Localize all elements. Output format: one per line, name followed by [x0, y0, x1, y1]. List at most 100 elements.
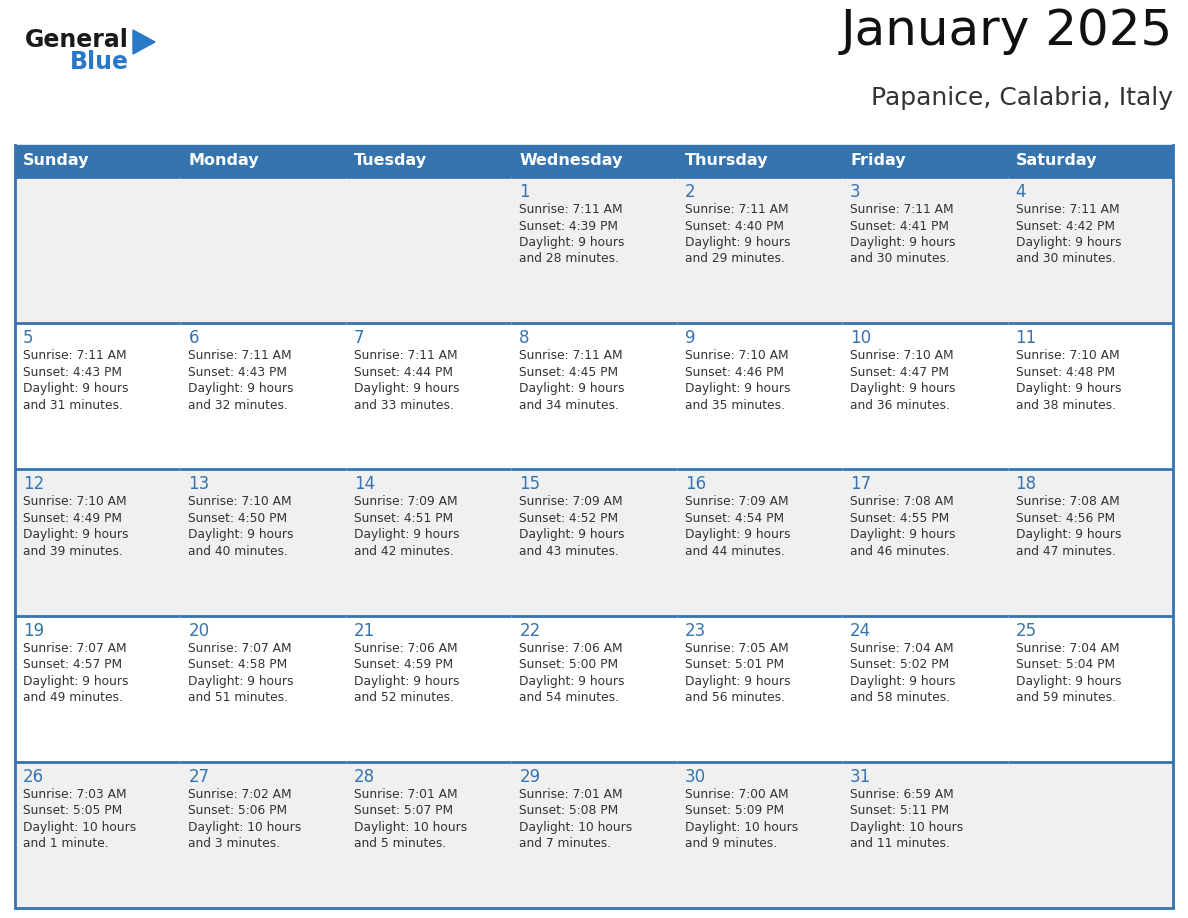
Text: 19: 19 [23, 621, 44, 640]
Text: 8: 8 [519, 330, 530, 347]
Text: Sunset: 4:47 PM: Sunset: 4:47 PM [851, 365, 949, 379]
Text: Daylight: 9 hours: Daylight: 9 hours [23, 675, 128, 688]
Text: Daylight: 9 hours: Daylight: 9 hours [519, 382, 625, 396]
Text: Sunrise: 7:03 AM: Sunrise: 7:03 AM [23, 788, 127, 800]
Text: and 30 minutes.: and 30 minutes. [851, 252, 950, 265]
Text: Sunset: 4:58 PM: Sunset: 4:58 PM [189, 658, 287, 671]
Text: Sunset: 4:51 PM: Sunset: 4:51 PM [354, 512, 453, 525]
Text: Daylight: 9 hours: Daylight: 9 hours [1016, 236, 1121, 249]
Text: 29: 29 [519, 767, 541, 786]
Text: Daylight: 9 hours: Daylight: 9 hours [354, 382, 460, 396]
Text: Daylight: 9 hours: Daylight: 9 hours [1016, 675, 1121, 688]
Bar [181, 145, 346, 177]
Text: Daylight: 9 hours: Daylight: 9 hours [1016, 529, 1121, 542]
Bar [346, 177, 511, 323]
Text: 3: 3 [851, 183, 861, 201]
Text: Sunset: 4:54 PM: Sunset: 4:54 PM [684, 512, 784, 525]
Text: and 59 minutes.: and 59 minutes. [1016, 691, 1116, 704]
Text: Daylight: 9 hours: Daylight: 9 hours [23, 382, 128, 396]
Text: Sunrise: 7:05 AM: Sunrise: 7:05 AM [684, 642, 789, 655]
Text: Sunset: 4:55 PM: Sunset: 4:55 PM [851, 512, 949, 525]
Text: and 31 minutes.: and 31 minutes. [23, 398, 122, 411]
Text: and 44 minutes.: and 44 minutes. [684, 545, 784, 558]
Bar [511, 323, 677, 469]
Text: and 56 minutes.: and 56 minutes. [684, 691, 785, 704]
Text: Sunset: 4:40 PM: Sunset: 4:40 PM [684, 219, 784, 232]
Text: and 29 minutes.: and 29 minutes. [684, 252, 784, 265]
Bar [1007, 762, 1173, 908]
Text: Sunset: 4:43 PM: Sunset: 4:43 PM [23, 365, 122, 379]
Text: Tuesday: Tuesday [354, 153, 426, 169]
Text: Sunset: 4:57 PM: Sunset: 4:57 PM [23, 658, 122, 671]
Text: Sunset: 4:45 PM: Sunset: 4:45 PM [519, 365, 619, 379]
Text: 20: 20 [189, 621, 209, 640]
Text: Daylight: 10 hours: Daylight: 10 hours [851, 821, 963, 834]
Text: and 51 minutes.: and 51 minutes. [189, 691, 289, 704]
Text: 14: 14 [354, 476, 375, 493]
Text: Wednesday: Wednesday [519, 153, 623, 169]
Bar [842, 762, 1007, 908]
Text: Monday: Monday [189, 153, 259, 169]
Text: Daylight: 10 hours: Daylight: 10 hours [354, 821, 467, 834]
Text: Sunrise: 7:08 AM: Sunrise: 7:08 AM [1016, 496, 1119, 509]
Text: and 36 minutes.: and 36 minutes. [851, 398, 950, 411]
Text: Sunrise: 7:04 AM: Sunrise: 7:04 AM [851, 642, 954, 655]
Text: Sunrise: 7:09 AM: Sunrise: 7:09 AM [354, 496, 457, 509]
Text: Daylight: 9 hours: Daylight: 9 hours [519, 529, 625, 542]
Bar [15, 145, 181, 177]
Bar [511, 762, 677, 908]
Bar [842, 177, 1007, 323]
Bar [511, 616, 677, 762]
Text: Sunrise: 7:01 AM: Sunrise: 7:01 AM [354, 788, 457, 800]
Bar [1007, 616, 1173, 762]
Text: Sunset: 5:09 PM: Sunset: 5:09 PM [684, 804, 784, 817]
Text: and 39 minutes.: and 39 minutes. [23, 545, 122, 558]
Bar [346, 323, 511, 469]
Text: and 32 minutes.: and 32 minutes. [189, 398, 289, 411]
Bar [15, 616, 181, 762]
Text: Daylight: 9 hours: Daylight: 9 hours [1016, 382, 1121, 396]
Text: Sunrise: 7:09 AM: Sunrise: 7:09 AM [684, 496, 789, 509]
Bar [181, 762, 346, 908]
Text: 30: 30 [684, 767, 706, 786]
Text: Daylight: 9 hours: Daylight: 9 hours [189, 675, 293, 688]
Text: 27: 27 [189, 767, 209, 786]
Text: Sunday: Sunday [23, 153, 89, 169]
Text: Daylight: 10 hours: Daylight: 10 hours [519, 821, 632, 834]
Text: Sunset: 4:41 PM: Sunset: 4:41 PM [851, 219, 949, 232]
Text: Daylight: 9 hours: Daylight: 9 hours [354, 529, 460, 542]
Bar [15, 177, 181, 323]
Text: and 33 minutes.: and 33 minutes. [354, 398, 454, 411]
Text: and 42 minutes.: and 42 minutes. [354, 545, 454, 558]
Polygon shape [133, 30, 154, 54]
Text: 23: 23 [684, 621, 706, 640]
Text: and 54 minutes.: and 54 minutes. [519, 691, 619, 704]
Text: 22: 22 [519, 621, 541, 640]
Text: Sunrise: 7:06 AM: Sunrise: 7:06 AM [354, 642, 457, 655]
Text: and 11 minutes.: and 11 minutes. [851, 837, 950, 850]
Text: Daylight: 9 hours: Daylight: 9 hours [851, 382, 955, 396]
Text: Sunrise: 7:11 AM: Sunrise: 7:11 AM [851, 203, 954, 216]
Bar [181, 177, 346, 323]
Text: Sunrise: 7:10 AM: Sunrise: 7:10 AM [1016, 349, 1119, 363]
Text: and 47 minutes.: and 47 minutes. [1016, 545, 1116, 558]
Text: Sunrise: 7:10 AM: Sunrise: 7:10 AM [684, 349, 789, 363]
Text: 7: 7 [354, 330, 365, 347]
Text: and 43 minutes.: and 43 minutes. [519, 545, 619, 558]
Text: and 46 minutes.: and 46 minutes. [851, 545, 950, 558]
Text: Sunrise: 7:02 AM: Sunrise: 7:02 AM [189, 788, 292, 800]
Text: Sunrise: 7:11 AM: Sunrise: 7:11 AM [1016, 203, 1119, 216]
Text: Sunrise: 7:11 AM: Sunrise: 7:11 AM [519, 203, 623, 216]
Text: Sunrise: 7:06 AM: Sunrise: 7:06 AM [519, 642, 623, 655]
Text: Thursday: Thursday [684, 153, 769, 169]
Bar [15, 323, 181, 469]
Text: Sunrise: 7:09 AM: Sunrise: 7:09 AM [519, 496, 623, 509]
Bar [181, 323, 346, 469]
Bar [511, 469, 677, 616]
Text: Sunrise: 7:11 AM: Sunrise: 7:11 AM [354, 349, 457, 363]
Text: and 28 minutes.: and 28 minutes. [519, 252, 619, 265]
Bar [842, 323, 1007, 469]
Text: and 34 minutes.: and 34 minutes. [519, 398, 619, 411]
Bar [346, 616, 511, 762]
Text: 31: 31 [851, 767, 871, 786]
